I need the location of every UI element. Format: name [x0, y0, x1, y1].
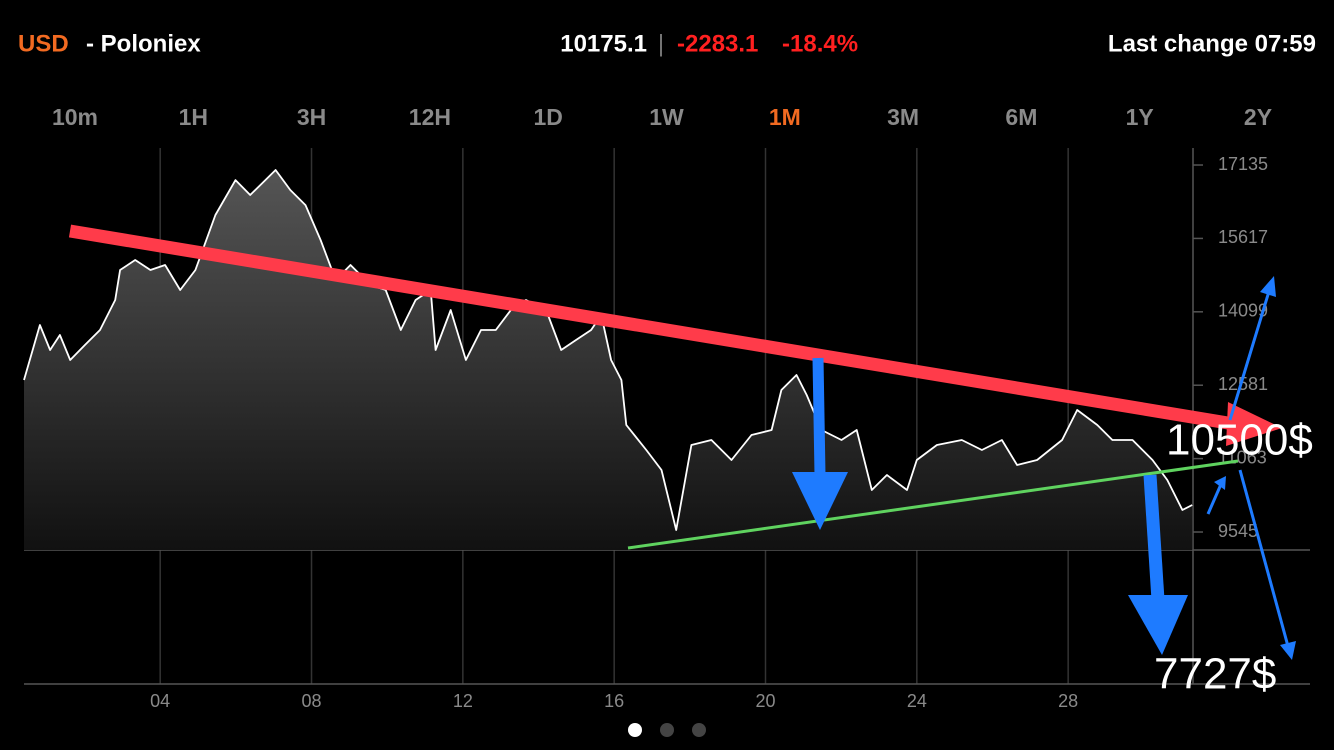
y-tick-label: 15617: [1218, 227, 1268, 247]
tab[interactable]: 3M: [887, 104, 919, 130]
up-arrow-head: [1260, 276, 1276, 297]
last-change: Last change 07:59: [1108, 30, 1316, 57]
exchange: - Poloniex: [86, 30, 201, 57]
resistance-line: [68, 224, 1242, 432]
tab[interactable]: 2Y: [1244, 104, 1272, 130]
x-tick-label: 24: [907, 691, 927, 711]
tab[interactable]: 1M: [769, 104, 801, 130]
tabs: 10m 1H 3H 12H 1D 1W 1M 3M 6M 1Y 2Y: [52, 104, 1272, 130]
y-tick-label: 14099: [1218, 301, 1268, 321]
price-line: [23, 169, 1193, 531]
currency: USD: [18, 30, 69, 57]
change: -2283.1: [677, 30, 758, 57]
down-arrow: [1238, 469, 1291, 651]
x-tick-label: 28: [1058, 691, 1078, 711]
blue-arrow-head: [1128, 595, 1188, 655]
tab[interactable]: 6M: [1005, 104, 1037, 130]
lower-target: 7727$: [1154, 650, 1276, 699]
x-tick-label: 08: [302, 691, 322, 711]
x-tick-label: 12: [453, 691, 473, 711]
tab[interactable]: 10m: [52, 104, 98, 130]
support-line: [627, 459, 1239, 550]
tab[interactable]: 12H: [409, 104, 451, 130]
x-tick-label: 20: [755, 691, 775, 711]
x-tick-label: 16: [604, 691, 624, 711]
tab[interactable]: 3H: [297, 104, 326, 130]
small-arrow: [1206, 481, 1224, 515]
up-arrow: [1228, 287, 1272, 421]
page-dot[interactable]: [660, 723, 674, 737]
blue-arrow-shaft: [812, 357, 826, 476]
tab[interactable]: 1W: [649, 104, 684, 130]
y-tick-label: 12581: [1218, 374, 1268, 394]
page-dot[interactable]: [692, 723, 706, 737]
y-tick-label: 9545: [1218, 521, 1258, 541]
blue-arrow-head: [792, 472, 848, 530]
plot: 04 08 12 16 20 24 2895451106312581140991561717…: [23, 148, 1310, 711]
upper-target: 10500$: [1166, 416, 1313, 465]
y-tick-label: 17135: [1218, 154, 1268, 174]
price: 10175.1: [560, 30, 647, 57]
tab[interactable]: 1D: [533, 104, 562, 130]
x-tick-label: 04: [150, 691, 170, 711]
tab[interactable]: 1H: [179, 104, 208, 130]
change-pct: -18.4%: [782, 30, 858, 57]
separator: |: [658, 30, 664, 57]
blue-arrow-shaft: [1143, 474, 1165, 601]
price-area: [24, 170, 1193, 550]
page-dot[interactable]: [628, 723, 642, 737]
small-arrow-head: [1214, 476, 1226, 490]
down-arrow-head: [1280, 641, 1296, 660]
tab[interactable]: 1Y: [1126, 104, 1154, 130]
resistance-arrow: [1226, 402, 1282, 446]
